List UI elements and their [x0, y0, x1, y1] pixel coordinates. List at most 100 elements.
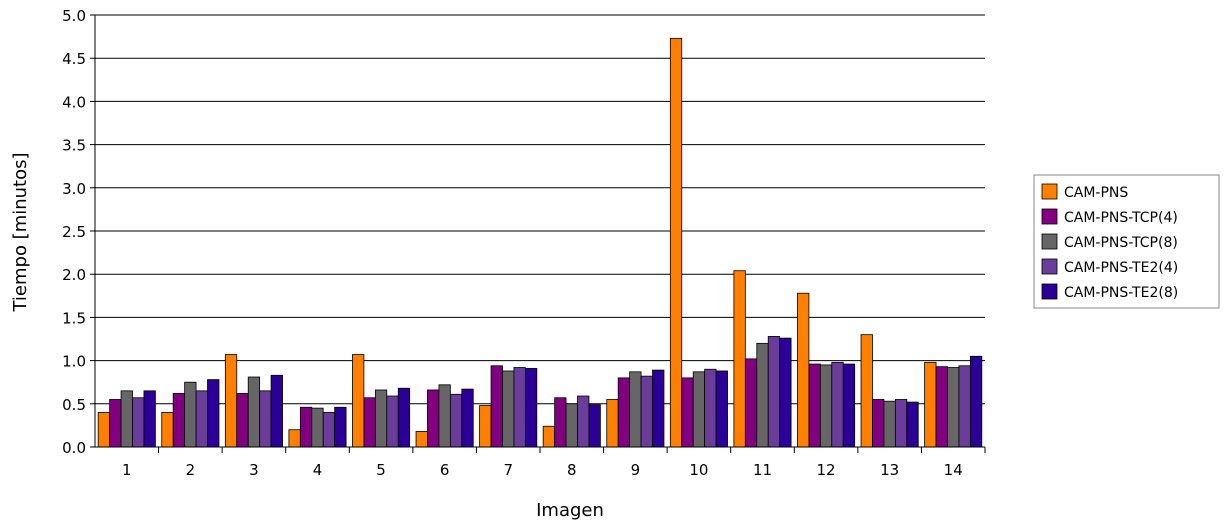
bar: [207, 379, 220, 448]
y-tick-label: 2.0: [62, 266, 86, 284]
bar: [756, 342, 769, 448]
bar: [195, 390, 208, 448]
legend-swatch: [1041, 208, 1058, 225]
bar: [461, 388, 474, 448]
x-tick-label: 2: [186, 461, 196, 479]
x-tick-label: 5: [376, 461, 386, 479]
x-tick-label: 1: [122, 461, 132, 479]
bar: [247, 376, 261, 448]
bar: [513, 367, 526, 448]
bar: [479, 405, 492, 448]
x-tick-label: 10: [689, 461, 708, 479]
bar: [161, 412, 174, 448]
bar: [542, 425, 556, 448]
x-tick-label: 13: [880, 461, 899, 479]
x-tick-label: 4: [313, 461, 323, 479]
bar: [311, 407, 324, 448]
bar: [490, 365, 503, 448]
legend-swatch: [1041, 258, 1058, 275]
bar: [860, 334, 873, 448]
bar: [224, 354, 238, 448]
bar: [502, 370, 515, 448]
bar: [427, 389, 440, 448]
bar: [577, 395, 590, 448]
bar: [652, 369, 665, 448]
bar: [109, 399, 122, 448]
bar: [704, 368, 717, 448]
bar: [669, 37, 683, 448]
bar: [924, 361, 937, 448]
x-tick-label: 9: [631, 461, 641, 479]
bar: [819, 364, 833, 448]
bar: [270, 374, 283, 448]
y-tick-label: 1.5: [62, 309, 86, 327]
x-tick-labels: 1 2 3 4 5 6 7 8 9 10 11 12 13 14: [122, 461, 963, 479]
axes: [90, 14, 986, 453]
bar: [236, 393, 249, 448]
bar: [386, 395, 399, 448]
y-tick-label: 0.5: [62, 396, 86, 414]
bar: [524, 367, 538, 448]
y-tick-label: 3.0: [62, 180, 86, 198]
legend-swatch: [1041, 183, 1058, 200]
x-tick-label: 11: [753, 461, 772, 479]
bar: [681, 377, 694, 448]
legend-box: [1033, 174, 1220, 309]
bar: [958, 365, 971, 448]
bar: [842, 363, 856, 448]
bar: [797, 292, 810, 448]
bar: [334, 406, 347, 448]
bars: [97, 37, 983, 448]
bar: [715, 370, 728, 448]
bar: [692, 371, 706, 448]
bar: [397, 387, 411, 448]
bar: [767, 336, 781, 448]
bar: [438, 384, 451, 448]
bar: [606, 399, 619, 448]
bar: [883, 400, 896, 448]
bar: [299, 406, 313, 448]
bar: [935, 366, 948, 448]
bar: [872, 399, 885, 448]
bar: [617, 377, 631, 448]
legend-swatch: [1041, 233, 1058, 250]
bar: [120, 390, 133, 448]
bar: [554, 397, 567, 448]
y-tick-label: 4.0: [62, 93, 86, 111]
bar: [184, 381, 197, 448]
bar: [906, 401, 919, 448]
legend-label: CAM-PNS-TCP(4): [1064, 210, 1178, 226]
bar: [779, 337, 792, 448]
bar: [172, 393, 186, 448]
bar: [143, 390, 156, 448]
bar: [363, 397, 376, 448]
bar: [352, 354, 365, 448]
legend: CAM-PNS CAM-PNS-TCP(4) CAM-PNS-TCP(8) CAM-P…: [1033, 174, 1220, 309]
legend-label: CAM-PNS-TE2(4): [1064, 260, 1178, 276]
bar: [259, 390, 272, 448]
y-tick-label: 0.0: [62, 439, 86, 457]
bar: [288, 429, 301, 448]
legend-label: CAM-PNS: [1064, 185, 1128, 201]
y-tick-label: 5.0: [62, 7, 86, 25]
bar: [733, 270, 746, 448]
bar: [565, 403, 578, 448]
bar: [132, 397, 145, 448]
bar: [415, 431, 428, 448]
bar: [831, 361, 844, 448]
x-tick-label: 8: [567, 461, 577, 479]
legend-swatch: [1041, 283, 1058, 300]
x-axis-label: Imagen: [536, 500, 604, 521]
y-tick-label: 2.5: [62, 223, 86, 241]
bar: [449, 393, 463, 448]
y-tick-label: 4.5: [62, 50, 86, 68]
y-axis-label: Tiempo [minutos]: [10, 152, 31, 312]
y-tick-labels: 0.0 0.5 1.0 1.5 2.0 2.5 3.0 3.5 4.0 4.5 5.0: [62, 7, 86, 457]
bar: [588, 404, 601, 448]
bar: [322, 412, 336, 448]
legend-label: CAM-PNS-TE2(8): [1064, 285, 1178, 301]
x-tick-label: 14: [944, 461, 963, 479]
bar: [629, 371, 642, 448]
bar: [374, 389, 388, 448]
